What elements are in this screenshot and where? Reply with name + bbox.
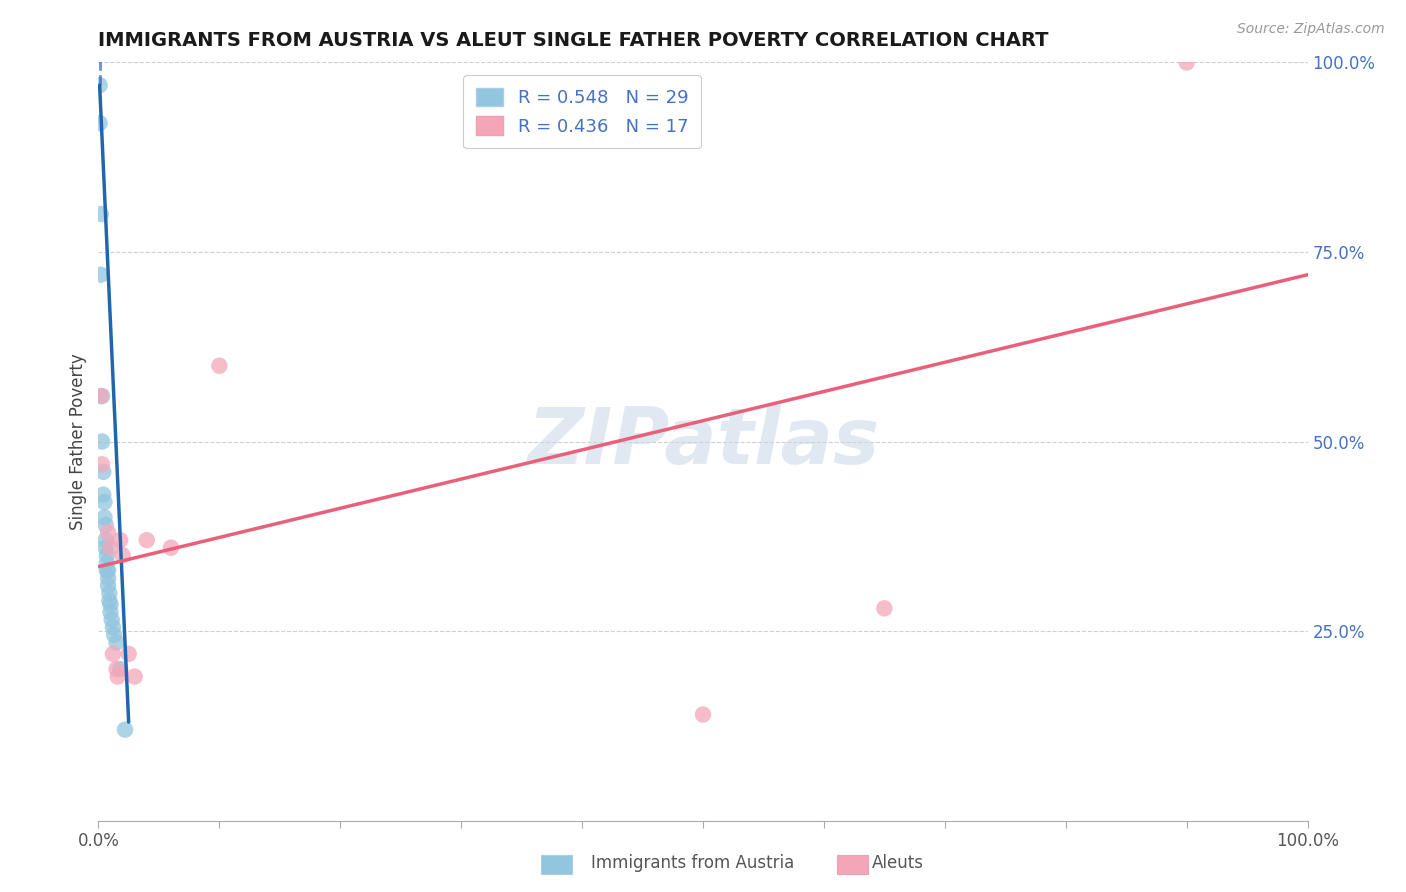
Y-axis label: Single Father Poverty: Single Father Poverty — [69, 353, 87, 530]
Text: Immigrants from Austria: Immigrants from Austria — [591, 855, 794, 872]
Point — [91, 434, 114, 449]
Point — [1175, 55, 1198, 70]
Point — [873, 601, 896, 615]
Point — [96, 556, 118, 570]
Text: ZIPatlas: ZIPatlas — [527, 403, 879, 480]
Point — [97, 525, 120, 540]
Point — [105, 662, 128, 676]
Point — [124, 669, 146, 683]
Point — [90, 268, 112, 282]
Point — [97, 571, 120, 585]
Point — [98, 586, 121, 600]
Point — [90, 207, 112, 221]
Point — [94, 517, 117, 532]
Point — [96, 564, 118, 578]
Point — [111, 548, 134, 563]
Point — [108, 533, 131, 548]
Point — [100, 605, 122, 619]
Point — [100, 541, 122, 555]
Point — [97, 564, 120, 578]
Point — [93, 510, 115, 524]
Point — [118, 647, 141, 661]
Point — [208, 359, 231, 373]
Point — [100, 613, 122, 627]
Text: Aleuts: Aleuts — [872, 855, 924, 872]
Point — [114, 723, 136, 737]
Point — [108, 662, 131, 676]
Point — [100, 598, 122, 612]
Point — [160, 541, 183, 555]
Point — [90, 389, 112, 403]
Point — [91, 465, 114, 479]
Point — [91, 389, 114, 403]
Point — [107, 669, 129, 683]
Point — [101, 647, 124, 661]
Point — [91, 458, 114, 472]
Point — [101, 620, 124, 634]
Point — [94, 541, 117, 555]
Point — [692, 707, 714, 722]
Point — [96, 548, 118, 563]
Point — [135, 533, 157, 548]
Point — [91, 487, 114, 501]
Point — [98, 594, 121, 608]
Legend: R = 0.548   N = 29, R = 0.436   N = 17: R = 0.548 N = 29, R = 0.436 N = 17 — [464, 75, 700, 148]
Point — [89, 116, 111, 130]
Point — [93, 495, 115, 509]
Point — [105, 635, 128, 649]
Text: IMMIGRANTS FROM AUSTRIA VS ALEUT SINGLE FATHER POVERTY CORRELATION CHART: IMMIGRANTS FROM AUSTRIA VS ALEUT SINGLE … — [98, 30, 1049, 50]
Point — [94, 533, 117, 548]
Point — [89, 78, 111, 92]
Point — [103, 628, 125, 642]
Point — [97, 579, 120, 593]
Text: Source: ZipAtlas.com: Source: ZipAtlas.com — [1237, 22, 1385, 37]
